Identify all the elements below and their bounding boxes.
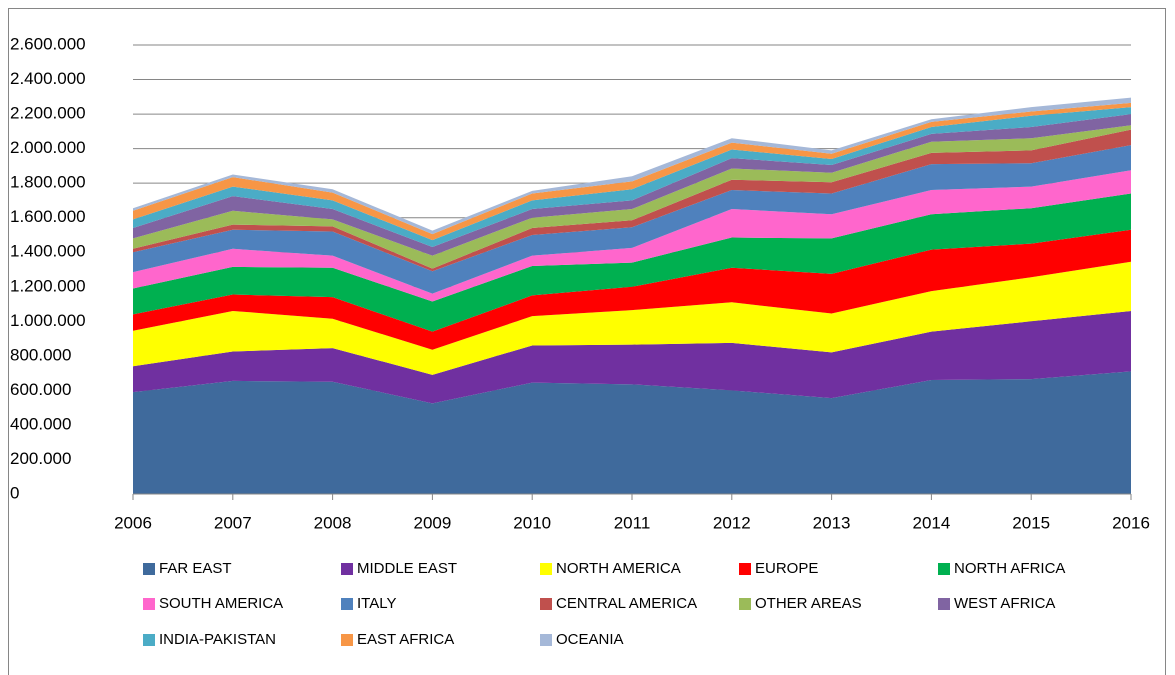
y-tick-label: 600.000 xyxy=(10,380,71,399)
area xyxy=(133,97,1131,235)
legend-swatch xyxy=(143,563,155,575)
area xyxy=(133,261,1131,375)
legend-label: NORTH AMERICA xyxy=(556,560,681,577)
legend-swatch xyxy=(938,598,950,610)
legend-swatch xyxy=(739,598,751,610)
y-tick-label: 2.400.000 xyxy=(10,69,86,88)
y-tick-label: 2.000.000 xyxy=(10,138,86,157)
y-tick-label: 2.600.000 xyxy=(10,34,86,53)
legend-swatch xyxy=(739,563,751,575)
area xyxy=(133,145,1131,294)
legend-label: SOUTH AMERICA xyxy=(159,595,283,612)
x-tick-label: 2015 xyxy=(1012,513,1050,532)
x-tick-label: 2011 xyxy=(614,513,651,532)
legend-swatch xyxy=(540,598,552,610)
y-tick-label: 200.000 xyxy=(10,449,71,468)
area xyxy=(133,125,1131,269)
x-tick-label: 2014 xyxy=(912,513,950,532)
x-tick-label: 2009 xyxy=(413,513,451,532)
area xyxy=(133,229,1131,350)
legend-swatch xyxy=(143,634,155,646)
legend-label: WEST AFRICA xyxy=(954,595,1055,612)
y-tick-label: 0 xyxy=(10,483,19,502)
area xyxy=(133,371,1131,494)
y-tick-label: 2.200.000 xyxy=(10,104,86,123)
legend-label: OCEANIA xyxy=(556,631,624,648)
legend-label: EAST AFRICA xyxy=(357,631,454,648)
x-tick-label: 2010 xyxy=(513,513,551,532)
legend-label: INDIA-PAKISTAN xyxy=(159,631,276,648)
y-tick-label: 1.400.000 xyxy=(10,242,86,261)
legend-label: NORTH AFRICA xyxy=(954,560,1065,577)
legend-swatch xyxy=(540,634,552,646)
area xyxy=(133,310,1131,404)
y-tick-label: 1.000.000 xyxy=(10,311,86,330)
x-tick-label: 2013 xyxy=(813,513,851,532)
x-tick-label: 2012 xyxy=(713,513,751,532)
legend-label: EUROPE xyxy=(755,560,818,577)
legend-swatch xyxy=(540,563,552,575)
y-tick-label: 1.600.000 xyxy=(10,207,86,226)
x-tick-label: 2007 xyxy=(214,513,252,532)
legend-swatch xyxy=(143,598,155,610)
area xyxy=(133,193,1131,332)
legend-label: CENTRAL AMERICA xyxy=(556,595,697,612)
area xyxy=(133,107,1131,248)
legend-swatch xyxy=(341,634,353,646)
legend-label: FAR EAST xyxy=(159,560,232,577)
legend-label: MIDDLE EAST xyxy=(357,560,457,577)
x-tick-label: 2016 xyxy=(1112,513,1150,532)
area xyxy=(133,170,1131,302)
legend-label: ITALY xyxy=(357,595,396,612)
legend-swatch xyxy=(938,563,950,575)
y-tick-label: 800.000 xyxy=(10,345,71,364)
x-tick-label: 2008 xyxy=(314,513,352,532)
legend-swatch xyxy=(341,563,353,575)
x-tick-label: 2006 xyxy=(114,513,152,532)
area xyxy=(133,114,1131,256)
y-tick-label: 1.800.000 xyxy=(10,173,86,192)
y-tick-label: 1.200.000 xyxy=(10,276,86,295)
legend-swatch xyxy=(341,598,353,610)
legend-label: OTHER AREAS xyxy=(755,595,862,612)
y-tick-label: 400.000 xyxy=(10,414,71,433)
